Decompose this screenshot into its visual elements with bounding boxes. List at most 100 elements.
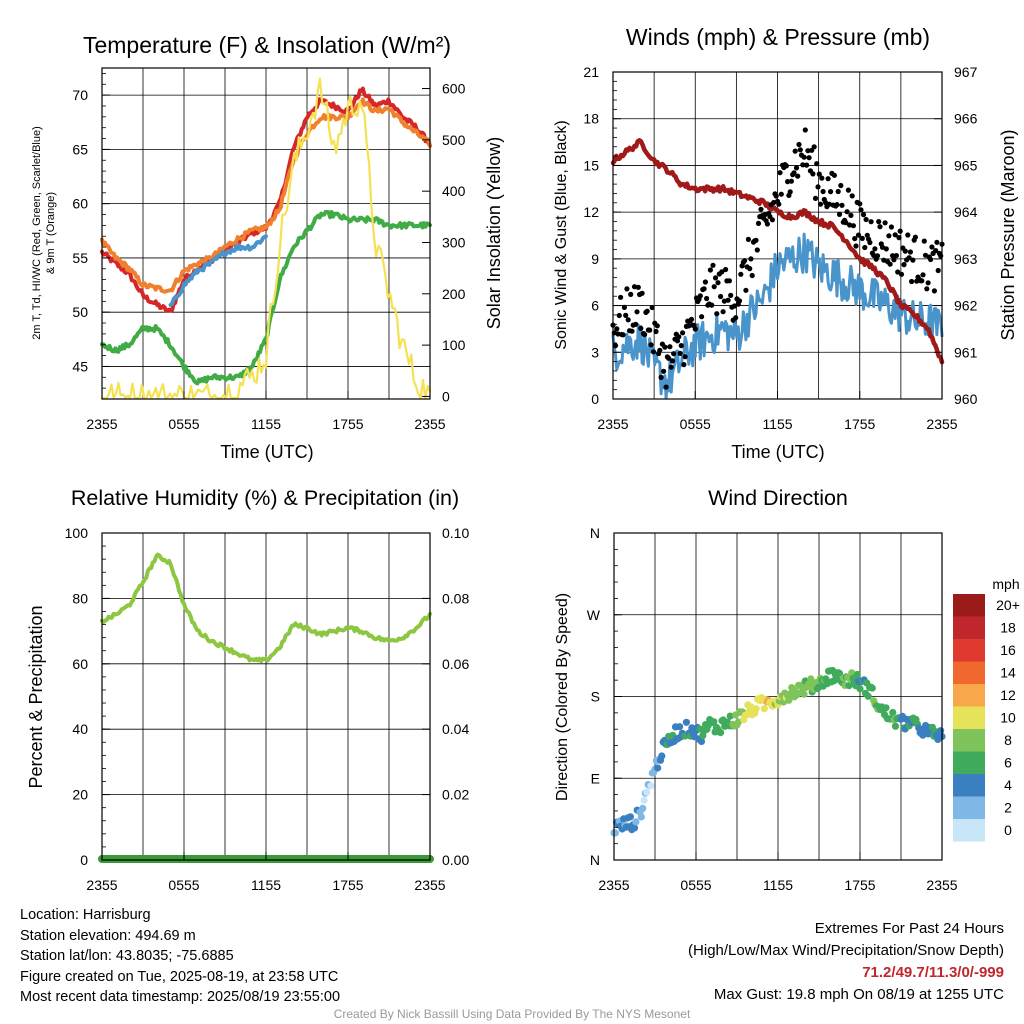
gust-point <box>838 182 844 189</box>
gust-point <box>812 195 819 201</box>
x-tick-label: 1155 <box>251 877 281 893</box>
station-pressure-line <box>610 138 945 365</box>
gust-point <box>704 295 710 302</box>
gust-point <box>874 253 881 259</box>
gust-point <box>738 271 744 277</box>
gust-point <box>814 161 820 167</box>
y2-tick-label: 200 <box>442 286 466 302</box>
x-tick-label: 2355 <box>598 877 629 893</box>
gust-point <box>662 344 668 350</box>
gust-point <box>800 162 806 168</box>
gust-point <box>726 278 733 284</box>
gust-point <box>907 249 914 255</box>
gust-point <box>867 239 873 246</box>
y2-tick-label: 963 <box>954 251 978 267</box>
gust-point <box>758 206 764 212</box>
gust-point <box>906 255 912 261</box>
gust-point <box>715 280 721 286</box>
gust-point <box>788 178 795 184</box>
gust-point <box>621 304 628 310</box>
gust-point <box>755 220 762 226</box>
gust-point <box>628 291 634 297</box>
y2-tick-label: 0.06 <box>442 656 469 672</box>
y-tick-label: 15 <box>583 157 599 173</box>
humidity-grid <box>102 532 430 861</box>
gust-point <box>629 328 635 334</box>
y-tick-label: 40 <box>72 721 88 737</box>
y2-tick-label: 100 <box>442 337 466 353</box>
y2-tick-label: 0 <box>442 388 450 404</box>
gust-point <box>876 219 882 225</box>
temperature-ticks: 2355 0555 1155 1755 2355 45 50 55 60 65 70 0 100 200 3… <box>72 73 466 432</box>
gust-point <box>681 362 687 368</box>
gust-point <box>714 311 720 317</box>
gust-point <box>850 223 857 229</box>
gust-point <box>863 216 869 223</box>
y-tick-label: N <box>590 525 600 541</box>
extremes-gust: Max Gust: 19.8 mph On 08/19 at 1255 UTC <box>713 986 1004 1003</box>
y-tick-label: 0 <box>591 391 599 407</box>
gust-point <box>797 147 803 153</box>
gust-point <box>919 278 925 284</box>
y2-tick-label: 500 <box>442 132 466 148</box>
gust-point <box>702 279 709 285</box>
direction-point <box>848 669 856 677</box>
gust-point <box>877 224 883 230</box>
y-tick-label: S <box>591 689 600 705</box>
y2-tick-label: 0.10 <box>442 525 469 541</box>
gust-point <box>668 364 674 370</box>
winds-ylabel-right: Station Pressure (Maroon) <box>998 129 1018 340</box>
direction-point <box>835 669 844 677</box>
station-info: Location: Harrisburg Station elevation: … <box>20 905 340 1008</box>
gust-point <box>860 212 867 218</box>
colorbar-swatch <box>953 594 985 617</box>
colorbar-label: 2 <box>1004 800 1012 816</box>
colorbar-label: 16 <box>1000 642 1016 658</box>
gust-point <box>638 325 644 331</box>
winds-ylabel: Sonic Wind & Gust (Blue, Black) <box>553 120 570 349</box>
y-tick-label: 6 <box>591 298 599 314</box>
colorbar-label: 10 <box>1000 710 1016 726</box>
gust-point <box>796 141 802 148</box>
gust-point <box>845 187 852 193</box>
gust-point <box>623 312 629 318</box>
colorbar-label: 20+ <box>996 597 1020 613</box>
x-tick-label: 0555 <box>168 877 199 893</box>
colorbar-swatch <box>953 616 985 639</box>
direction-point <box>611 829 620 837</box>
y-tick-label: W <box>587 607 601 623</box>
gust-point <box>648 342 654 348</box>
info-created: Figure created on Tue, 2025-08-19, at 23… <box>20 968 339 985</box>
y2-tick-label: 0.04 <box>442 721 469 737</box>
gust-point <box>787 189 793 195</box>
winds-ticks: 2355 0555 1155 1755 2355 0 3 6 9 12 15 18 21 960 961 96… <box>583 64 977 432</box>
gust-point <box>855 232 862 238</box>
y-tick-label: 0 <box>80 852 88 868</box>
gust-point <box>754 247 760 253</box>
gust-point <box>614 326 620 332</box>
direction-point <box>785 696 793 704</box>
gust-point <box>890 253 896 259</box>
gust-point <box>661 368 667 374</box>
gust-point <box>612 343 619 349</box>
gust-point <box>633 321 639 327</box>
gust-point <box>618 294 624 300</box>
direction-point <box>654 764 662 772</box>
colorbar-label: 4 <box>1004 777 1012 793</box>
gust-point <box>707 267 714 273</box>
gust-point <box>688 316 695 322</box>
gust-point <box>934 239 940 245</box>
gust-point <box>868 219 874 225</box>
y2-tick-label: 0.08 <box>442 590 469 606</box>
gust-point <box>820 188 826 195</box>
x-tick-label: 2355 <box>414 416 445 432</box>
gust-point <box>736 298 743 304</box>
direction-point <box>882 704 890 712</box>
y-tick-label: 20 <box>72 787 88 803</box>
gust-point <box>743 287 749 293</box>
direction-point <box>793 691 801 699</box>
gust-point <box>676 334 682 340</box>
colorbar-label: 6 <box>1004 755 1012 771</box>
solar-insolation-line <box>100 77 432 400</box>
winds-xlabel: Time (UTC) <box>731 442 824 462</box>
